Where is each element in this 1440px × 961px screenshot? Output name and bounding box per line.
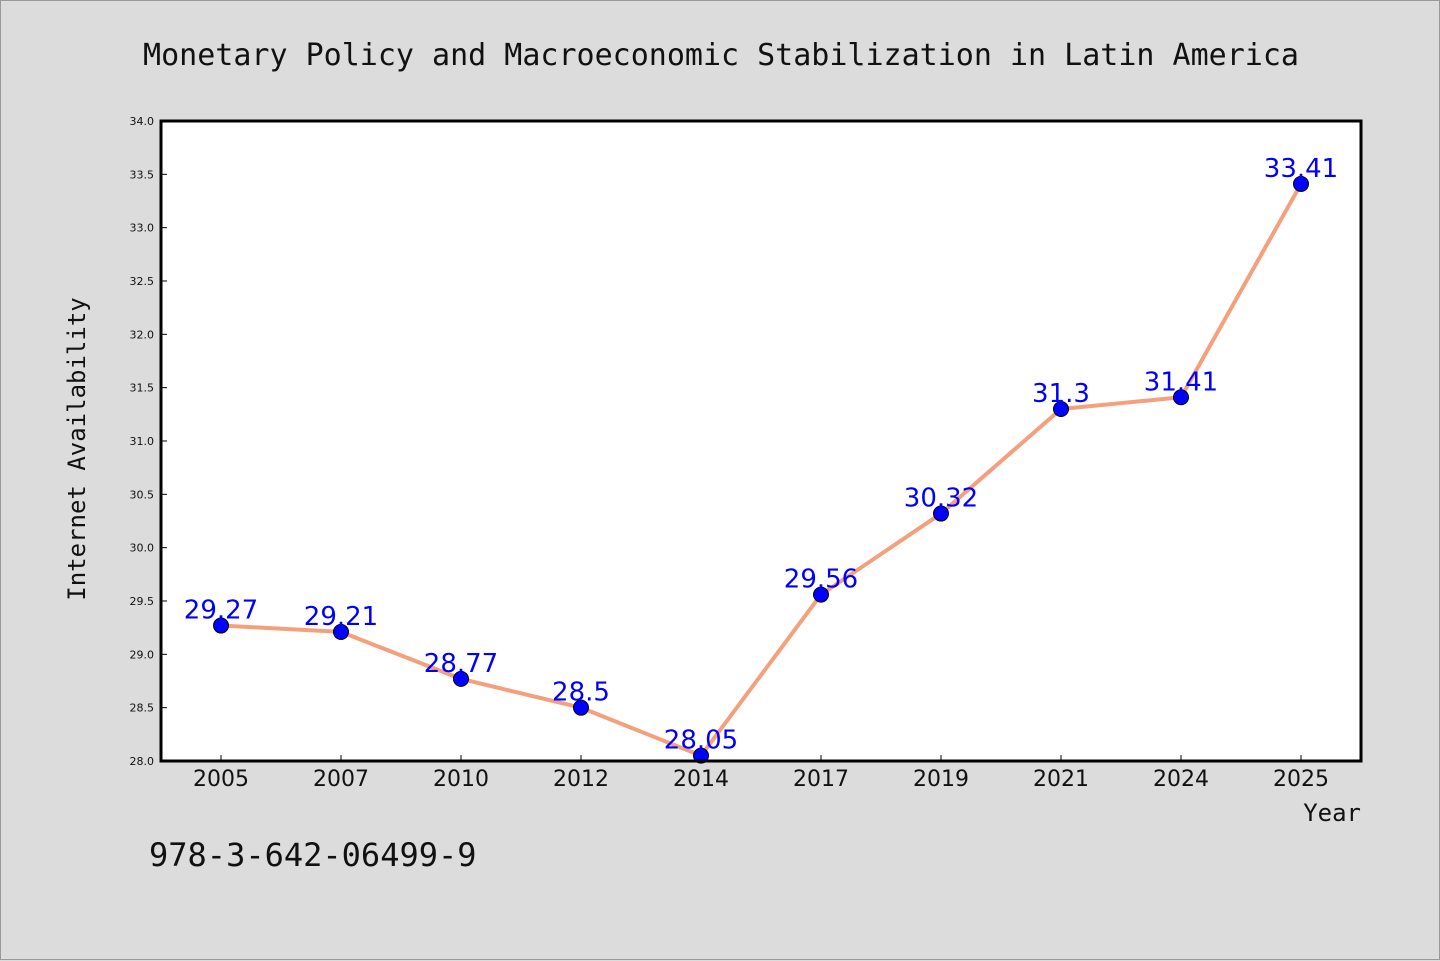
y-axis-label: Internet Availability [63,297,91,600]
y-tick-label: 29.5 [130,595,155,608]
chart-title: Monetary Policy and Macroeconomic Stabil… [143,38,1299,73]
x-tick-label: 2019 [913,767,969,792]
data-label: 29.21 [304,602,378,632]
x-tick-label: 2010 [433,767,489,792]
footnote-id: 978-3-642-06499-9 [149,836,477,874]
x-tick-label: 2005 [193,767,249,792]
x-axis: 2005 2007 2010 2012 2014 2017 2019 2021 2024 2025 [193,755,1329,792]
data-point-marker [213,617,229,634]
data-point-marker [1053,401,1069,417]
series-layer: 29.27 29.21 28.77 28.5 28.05 29.56 30.32 31.3 31… [184,154,1338,764]
data-label: 28.77 [424,649,498,679]
data-label: 31.41 [1144,367,1218,397]
data-label: 33.41 [1264,154,1338,184]
data-point-marker [453,670,469,687]
series-line [220,182,1303,758]
y-tick-label: 32.5 [130,275,155,288]
data-point-marker [693,747,709,764]
y-tick-label: 33.5 [130,168,155,181]
y-tick-label: 31.5 [130,382,155,395]
y-tick-label: 31.0 [130,435,155,448]
data-label: 30.32 [904,484,978,514]
y-tick-label: 30.5 [130,488,155,501]
x-tick-label: 2017 [793,767,849,792]
data-label: 28.05 [664,726,738,756]
y-tick-label: 28.0 [130,755,155,768]
x-tick-label: 2012 [553,767,609,792]
y-tick-label: 30.0 [130,542,155,555]
plot-area [161,121,1361,761]
y-tick-label: 33.0 [130,222,155,235]
data-label: 28.5 [552,678,610,708]
x-axis-label: Year [1303,799,1361,827]
data-point-marker [933,505,949,522]
data-label: 29.27 [184,596,258,626]
data-point-marker [1293,175,1309,192]
data-point-marker [1173,389,1189,406]
x-tick-label: 2014 [673,767,729,792]
x-tick-label: 2024 [1153,767,1209,792]
y-tick-label: 34.0 [130,115,155,128]
x-tick-label: 2021 [1033,767,1089,792]
y-axis: 28.0 28.5 29.0 29.5 30.0 30.5 31.0 31.5 32.0 32.5… [130,115,167,768]
y-tick-label: 28.5 [130,702,155,715]
data-point-marker [813,586,829,603]
x-tick-label: 2025 [1273,767,1329,792]
plot-border [159,119,1363,763]
y-tick-label: 29.0 [130,648,155,661]
y-tick-label: 32.0 [130,328,155,341]
data-label: 29.56 [784,565,858,595]
x-tick-label: 2007 [313,767,369,792]
data-point-marker [333,623,349,640]
data-point-marker [573,699,589,716]
data-label: 31.3 [1032,379,1090,409]
